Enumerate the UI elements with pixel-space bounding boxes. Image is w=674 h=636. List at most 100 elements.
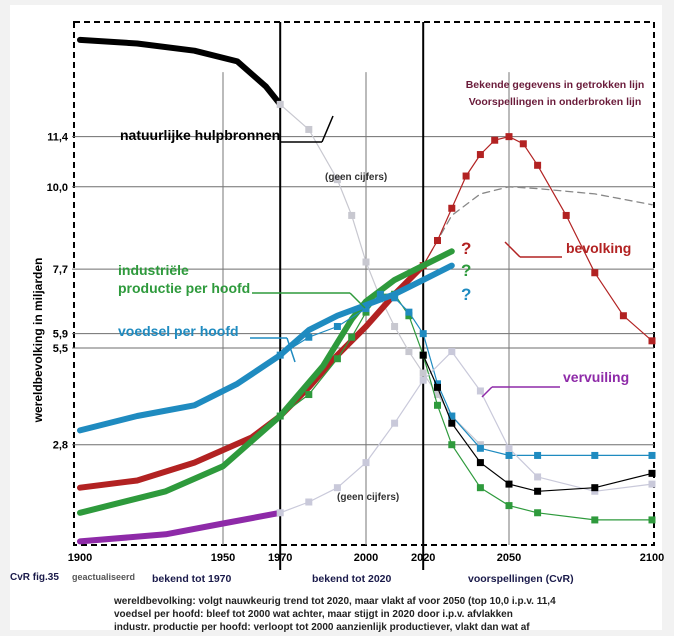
marker-industrial-alt: [505, 480, 513, 488]
y-tick-label: 2,8: [53, 440, 68, 452]
series-label-pollution: vervuiling: [563, 369, 629, 385]
marker-food: [276, 351, 284, 359]
marker-pollution: [534, 473, 542, 481]
legend-note-known: Bekende gegevens in getrokken lijn: [466, 79, 645, 91]
marker-pollution: [305, 498, 313, 506]
marker-industry: [405, 312, 413, 320]
marker-food: [448, 412, 456, 420]
marker-pollution: [476, 387, 484, 395]
y-tick-label: 7,7: [53, 264, 68, 276]
series-label-natural-resources: natuurlijke hulpbronnen: [120, 127, 280, 143]
marker-industry: [333, 355, 341, 363]
x-tick-label: 1970: [268, 552, 292, 564]
legend-note-forecast: Voorspellingen in onderbroken lijn: [469, 96, 642, 108]
question-mark-population: ?: [461, 239, 471, 258]
marker-industry: [276, 412, 284, 420]
marker-industry: [434, 401, 441, 409]
question-mark-food: ?: [461, 285, 471, 304]
marker-food: [362, 305, 370, 313]
marker-food: [591, 451, 599, 459]
marker-population: [476, 151, 484, 159]
footnote-industry: industr. productie per hoofd: verloopt t…: [114, 622, 530, 633]
marker-industrial-alt: [448, 419, 456, 427]
marker-industrial-alt: [434, 383, 441, 391]
marker-pollution: [648, 480, 656, 488]
marker-pollution: [419, 376, 427, 384]
footnote-food: voedsel per hoofd: bleef tot 2000 wat ac…: [114, 609, 513, 620]
marker-pollution: [276, 509, 284, 517]
known-until-2020: bekend tot 2020: [312, 573, 392, 585]
marker-pollution: [591, 487, 599, 495]
series-label-industry-line2: productie per hoofd: [118, 280, 250, 296]
marker-pollution: [448, 348, 456, 356]
marker-food: [391, 294, 399, 302]
series-forecast-line-industrial-alt: [422, 354, 653, 492]
updated-note: geactualiseerd: [72, 572, 135, 582]
marker-industrial-alt: [648, 469, 656, 477]
x-tick-label: 2100: [640, 552, 664, 564]
marker-industry: [476, 484, 484, 492]
x-tick-label: 1950: [211, 552, 235, 564]
marker-natural-resources: [305, 125, 313, 133]
marker-industrial-alt: [591, 484, 599, 492]
marker-industrial-alt: [534, 487, 542, 495]
marker-food: [305, 333, 313, 341]
series-forecast-line-pollution: [279, 351, 653, 514]
marker-population: [434, 237, 441, 245]
no-figures-label-top: (geen cijfers): [325, 172, 387, 183]
marker-natural-resources: [362, 258, 370, 266]
y-tick-label: 11,4: [47, 132, 69, 144]
marker-pollution: [362, 459, 370, 467]
series-forecast-line-natural-resources: [279, 103, 481, 446]
marker-food: [534, 451, 542, 459]
marker-pollution: [333, 484, 341, 492]
series-known-line-industry: [77, 248, 455, 516]
series-label-population: bevolking: [566, 240, 631, 256]
marker-population: [619, 312, 627, 320]
marker-industry: [448, 441, 456, 449]
no-figures-label-bottom: (geen cijfers): [337, 492, 399, 503]
marker-food: [434, 380, 441, 388]
leader-natural-resources-tip: [321, 115, 334, 143]
y-tick-label: 5,5: [53, 343, 68, 355]
x-tick-label: 2020: [411, 552, 435, 564]
marker-industry: [348, 333, 356, 341]
marker-natural-resources: [348, 211, 356, 219]
leader-industry-tip: [349, 292, 366, 309]
figure-id: CvR fig.35: [10, 572, 59, 583]
marker-industry: [505, 502, 513, 510]
series-label-food: voedsel per hoofd: [118, 323, 239, 339]
marker-population: [648, 337, 656, 345]
series-forecast-line-industry: [279, 293, 653, 521]
marker-industrial-alt: [476, 459, 484, 467]
x-tick-label: 1900: [68, 552, 92, 564]
leader-food-tip: [286, 337, 296, 363]
series-alt-forecast-population: [422, 186, 653, 267]
question-mark-industry: ?: [461, 261, 471, 280]
marker-food: [648, 451, 656, 459]
marker-industry: [362, 308, 370, 316]
y-tick-label: 5,9: [53, 329, 68, 341]
marker-natural-resources: [434, 391, 441, 399]
marker-food: [505, 451, 513, 459]
series-known-line-food: [77, 262, 455, 434]
marker-pollution: [391, 419, 399, 427]
marker-industry: [305, 391, 313, 399]
series-known-line-natural-resources: [77, 36, 284, 108]
marker-food: [333, 322, 341, 330]
plot-frame: [73, 21, 655, 546]
x-tick-label: 2050: [497, 552, 521, 564]
known-until-1970: bekend tot 1970: [152, 573, 232, 585]
marker-food: [476, 444, 484, 452]
marker-population: [591, 269, 599, 277]
marker-population: [462, 172, 470, 180]
marker-natural-resources: [391, 322, 399, 330]
marker-industry: [648, 516, 656, 524]
marker-population: [491, 136, 499, 144]
marker-population: [519, 140, 527, 148]
forecast-label: voorspellingen (CvR): [468, 573, 574, 585]
marker-industrial-alt: [419, 351, 427, 359]
y-axis-label: wereldbevolking in miljarden: [31, 258, 45, 424]
marker-natural-resources: [476, 441, 484, 449]
